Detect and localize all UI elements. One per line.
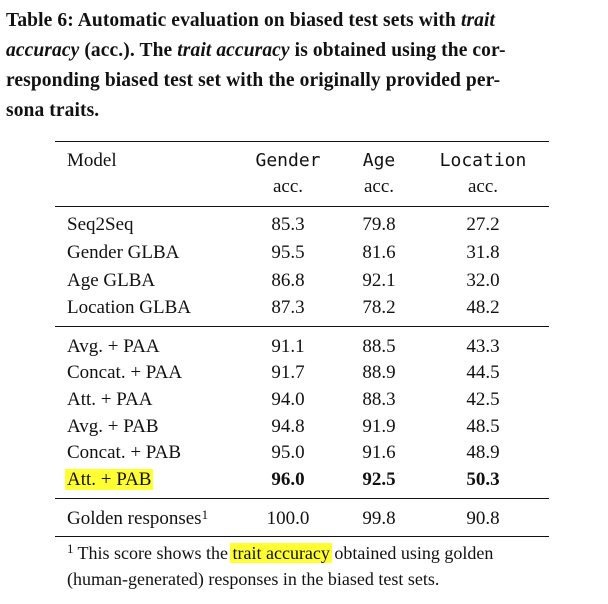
footnote-mark: 1 — [67, 541, 74, 556]
row-age: 92.1 — [362, 270, 396, 291]
footnote-highlight: trait accuracy — [230, 543, 332, 563]
caption-trait: trait — [460, 10, 496, 31]
row-gender: 94.8 — [271, 416, 305, 437]
row-model: Location GLBA — [67, 297, 192, 318]
group-rule — [55, 326, 549, 327]
header-rule — [55, 206, 549, 207]
row-age-best: 92.5 — [362, 469, 396, 490]
row-model: Concat. + PAB — [67, 442, 181, 463]
table-bottom-rule — [55, 536, 549, 538]
row-age: 91.9 — [362, 416, 396, 437]
caption-trait-accuracy: trait accuracy — [177, 40, 290, 61]
caption-accuracy: accuracy — [6, 40, 80, 61]
row-location: 32.0 — [466, 270, 500, 291]
header-gender: Gender — [255, 150, 321, 171]
row-model: Att. + PAA — [67, 389, 153, 410]
caption-line4: sona traits. — [6, 100, 100, 121]
caption-line2-suffix: is obtained using the cor- — [294, 40, 506, 61]
golden-model: Golden responses1 — [67, 506, 208, 532]
row-model: Concat. + PAA — [67, 362, 183, 383]
row-gender: 91.7 — [271, 362, 305, 383]
golden-footnote-mark: 1 — [201, 507, 209, 522]
row-location: 44.5 — [466, 362, 500, 383]
row-age: 79.8 — [362, 214, 396, 235]
row-age: 88.5 — [362, 336, 396, 357]
row-location: 42.5 — [466, 389, 500, 410]
best-model-highlight: Att. + PAB — [65, 469, 154, 490]
row-gender: 94.0 — [271, 389, 305, 410]
footnote-post: obtained using golden — [334, 543, 494, 563]
row-age: 88.3 — [362, 389, 396, 410]
caption-mid: (acc.). The — [84, 40, 173, 61]
footnote-line2: (human-generated) responses in the biase… — [67, 569, 440, 589]
row-model: Avg. + PAA — [67, 336, 160, 357]
header-location: Location — [439, 150, 527, 171]
header-age: Age — [362, 150, 396, 171]
row-location: 48.5 — [466, 416, 500, 437]
header-location-acc: acc. — [467, 176, 499, 197]
row-gender: 86.8 — [271, 270, 305, 291]
row-model-highlighted: Att. + PAB — [65, 467, 154, 493]
row-location: 43.3 — [466, 336, 500, 357]
row-model: Avg. + PAB — [67, 416, 159, 437]
table-footnote: 1 This score shows the trait accuracy obt… — [67, 540, 587, 592]
golden-rule — [55, 498, 549, 499]
header-age-acc: acc. — [363, 176, 395, 197]
row-location: 27.2 — [466, 214, 500, 235]
table-top-rule — [55, 141, 549, 143]
header-model: Model — [67, 150, 117, 171]
row-location: 31.8 — [466, 242, 500, 263]
caption-line3: responding biased test set with the orig… — [6, 70, 501, 91]
row-age: 78.2 — [362, 297, 396, 318]
row-gender: 91.1 — [271, 336, 305, 357]
row-model: Gender GLBA — [67, 242, 180, 263]
row-location-best: 50.3 — [466, 469, 500, 490]
row-model: Age GLBA — [67, 270, 156, 291]
row-gender: 87.3 — [271, 297, 305, 318]
row-gender: 85.3 — [271, 214, 305, 235]
row-gender-best: 96.0 — [271, 469, 305, 490]
row-gender: 95.0 — [271, 442, 305, 463]
footnote-pre: This score shows the — [77, 543, 228, 563]
row-age: 88.9 — [362, 362, 396, 383]
row-age: 81.6 — [362, 242, 396, 263]
table-caption: Table 6: Automatic evaluation on biased … — [6, 6, 602, 126]
header-gender-acc: acc. — [272, 176, 304, 197]
row-gender: 95.5 — [271, 242, 305, 263]
golden-location: 90.8 — [466, 508, 500, 529]
row-model: Seq2Seq — [67, 214, 134, 235]
golden-age: 99.8 — [362, 508, 396, 529]
row-location: 48.2 — [466, 297, 500, 318]
row-location: 48.9 — [466, 442, 500, 463]
golden-label: Golden responses — [67, 508, 202, 529]
row-age: 91.6 — [362, 442, 396, 463]
golden-gender: 100.0 — [266, 508, 310, 529]
caption-prefix: Table 6: Automatic evaluation on biased … — [6, 10, 456, 31]
